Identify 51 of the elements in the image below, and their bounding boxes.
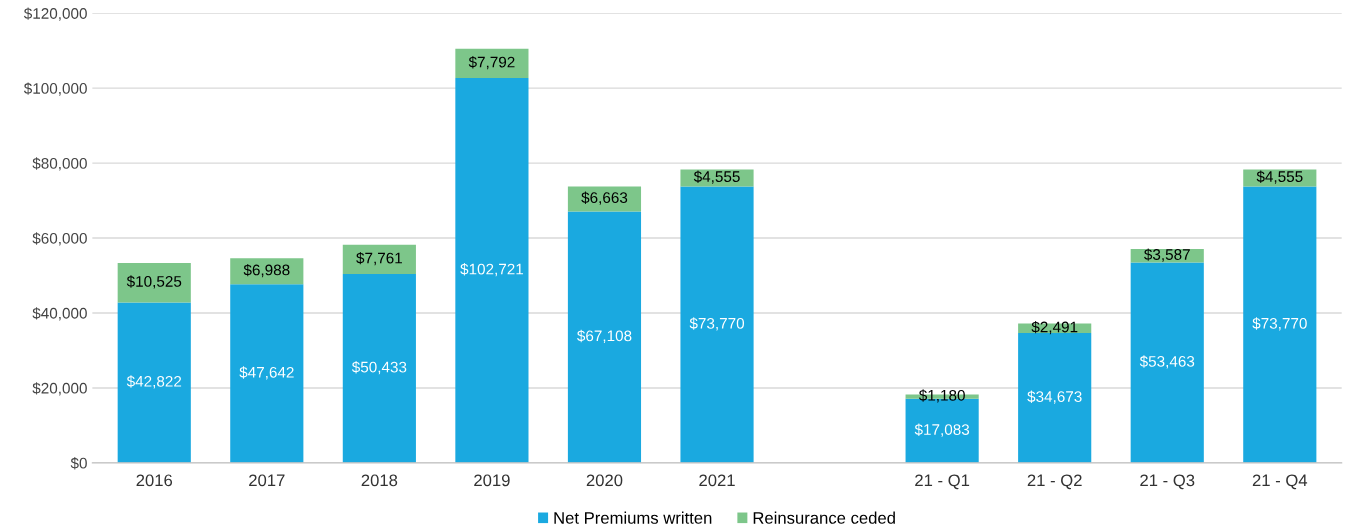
bar	[117, 262, 191, 303]
y-tick-label: $100,000	[23, 82, 87, 96]
x-tick-label: 2021	[699, 474, 735, 487]
y-tick-label: $80,000	[32, 157, 87, 171]
data-label: $7,792	[468, 56, 515, 70]
data-label: $53,463	[1139, 355, 1195, 369]
data-label: $2,491	[1031, 320, 1078, 335]
data-label: $17,083	[914, 423, 970, 437]
y-tick-label: $120,000	[23, 7, 87, 21]
data-label: $67,108	[577, 329, 632, 344]
data-label: $73,770	[689, 317, 745, 331]
bar	[567, 211, 642, 463]
data-label: $47,642	[239, 366, 294, 380]
data-label: $10,525	[126, 275, 182, 289]
bar	[342, 273, 416, 463]
x-tick-label: 2017	[249, 474, 285, 487]
bar	[230, 284, 304, 463]
bar	[230, 258, 304, 285]
bar	[567, 186, 642, 212]
data-label: $42,822	[126, 375, 182, 389]
bar	[117, 302, 191, 463]
x-tick-label: 2019	[474, 474, 510, 487]
bar	[1243, 186, 1317, 463]
bar	[342, 244, 416, 274]
x-tick-label: 21 - Q2	[1027, 474, 1082, 490]
data-label: $50,433	[351, 361, 407, 375]
bar	[455, 77, 529, 463]
x-tick-label: 2018	[361, 474, 398, 487]
x-tick-label: 2016	[136, 474, 173, 487]
x-tick-label: 2020	[586, 474, 623, 487]
data-label: $3,587	[1144, 248, 1190, 262]
x-tick-label: 21 - Q3	[1140, 474, 1195, 490]
x-tick-label: 21 - Q1	[915, 474, 970, 490]
y-tick-label: $40,000	[32, 307, 87, 321]
y-tick-label: $0	[70, 457, 87, 470]
data-label: $102,721	[460, 263, 524, 277]
x-tick-label: 21 - Q4	[1252, 474, 1308, 490]
data-label: $34,673	[1027, 390, 1082, 404]
data-label: $4,555	[693, 170, 740, 184]
y-tick-label: $20,000	[32, 382, 87, 396]
legend-label: Net Premiums written	[554, 511, 712, 524]
data-label: $4,555	[1256, 170, 1303, 184]
y-tick-label: $60,000	[32, 232, 87, 246]
bar	[455, 48, 529, 78]
data-label: $6,988	[243, 263, 290, 278]
bar	[680, 186, 754, 463]
data-label: $6,663	[581, 191, 628, 205]
bar	[1130, 262, 1204, 463]
data-label: $73,770	[1252, 317, 1307, 331]
data-label: $7,761	[356, 252, 402, 266]
legend-label: Reinsurance ceded	[753, 511, 895, 524]
